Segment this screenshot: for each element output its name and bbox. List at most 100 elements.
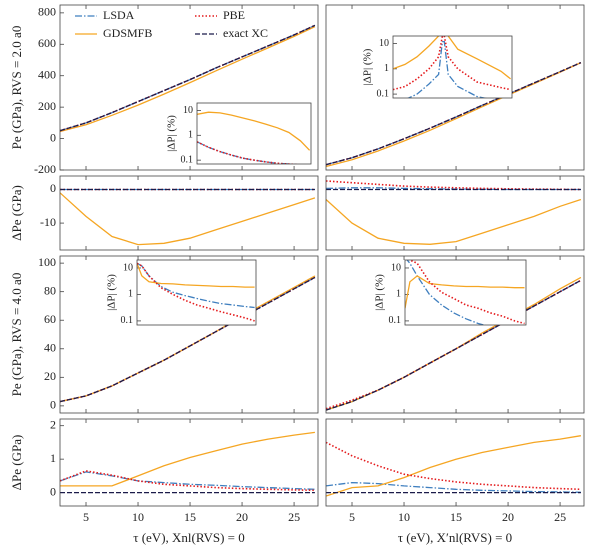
axes-frame [59, 175, 319, 251]
legend-label: PBE [223, 8, 245, 22]
inset-background [405, 260, 526, 325]
lines [326, 276, 582, 411]
lines [197, 111, 311, 164]
series-line [326, 279, 582, 411]
y-tick-label: 400 [38, 67, 56, 81]
panel: -10 0 ΔPe (GPa) [9, 175, 319, 251]
series-line [326, 481, 581, 493]
y-axis-label: Pe (GPa), RVS = 4.0 a0 [9, 273, 24, 397]
inset: 0.1 1 10 |ΔP| (%) [374, 259, 527, 326]
lines [326, 61, 582, 168]
series-line [393, 36, 511, 91]
series-line [137, 262, 255, 309]
x-tick-label: 20 [236, 510, 248, 524]
series-line [197, 141, 301, 164]
y-tick-label: 10 [183, 105, 193, 116]
legend-label: LSDA [103, 8, 135, 22]
lines [60, 275, 316, 403]
y-tick-label: 100 [38, 255, 56, 269]
axes-frame [404, 259, 527, 326]
y-tick-label: 0.1 [121, 315, 134, 326]
axes-frame [392, 35, 513, 99]
y-tick-label: 80 [44, 283, 56, 297]
y-tick-label: 10 [391, 262, 401, 273]
y-tick-label: 0 [50, 130, 56, 144]
x-tick-label: 25 [288, 510, 300, 524]
series-line [326, 180, 581, 191]
y-tick-label: -10 [40, 215, 56, 229]
series-line [60, 26, 316, 133]
y-tick-label: 0.1 [377, 88, 390, 99]
x-tick-label: 10 [132, 510, 144, 524]
series-line [408, 260, 525, 325]
lines [60, 431, 315, 494]
series-line [326, 441, 581, 491]
y-tick-label: 0 [50, 484, 56, 498]
panel: 5 10 15 20 25 τ (eV), X′nl(RVS) = 0 [325, 418, 585, 545]
x-tick-label: 20 [502, 510, 514, 524]
y-axis-label: |ΔP| (%) [106, 274, 118, 311]
lines [60, 188, 316, 246]
y-tick-label: 1 [396, 289, 401, 300]
axes-frame [325, 175, 585, 251]
axes-frame [325, 418, 585, 507]
lines [326, 435, 582, 497]
axes-frame [59, 418, 319, 507]
x-tick-label: 15 [184, 510, 196, 524]
inset-background [137, 260, 256, 325]
lines [393, 36, 512, 98]
lines [60, 24, 316, 133]
axes-frame [59, 4, 319, 171]
y-tick-label: 10 [123, 262, 133, 273]
axes-frame [136, 259, 257, 326]
axes-frame [325, 255, 585, 414]
inset: 0.1 1 10 |ΔP| (%) [166, 102, 312, 165]
y-tick-label: 800 [38, 5, 56, 19]
panel: 0 20 40 60 80 100 Pe (GPa), RVS = 4.0 a0 [9, 255, 319, 414]
series-line [326, 198, 582, 245]
y-tick-label: 1 [50, 451, 56, 465]
series-line [326, 62, 582, 166]
y-tick-label: 10 [379, 38, 389, 49]
panel [325, 4, 585, 171]
x-tick-label: 5 [83, 510, 89, 524]
x-tick-label: 25 [554, 510, 566, 524]
inset: 0.1 1 10 |ΔP| (%) [106, 259, 257, 326]
lines [137, 262, 255, 322]
y-tick-label: 2 [50, 417, 56, 431]
series-line [326, 435, 582, 497]
y-axis-label: |ΔP| (%) [374, 274, 386, 311]
series-line [406, 260, 487, 325]
x-tick-label: 15 [450, 510, 462, 524]
y-axis-label: |ΔP| (%) [166, 115, 178, 152]
series-line [326, 62, 582, 166]
panel: -200 0 200 400 600 800 Pe (GPa), RVS = 2.0 a0 L… [9, 4, 319, 176]
series-line [60, 276, 316, 403]
axes-frame [59, 255, 319, 414]
axes-frame [196, 102, 312, 165]
legend-label: exact XC [223, 26, 268, 40]
y-axis-label: Pe (GPa), RVS = 2.0 a0 [9, 26, 24, 150]
panel [325, 175, 585, 251]
y-axis-label: ΔPe (GPa) [9, 185, 24, 241]
y-tick-label: 200 [38, 99, 56, 113]
series-line [60, 471, 315, 490]
y-tick-label: 0.1 [389, 315, 402, 326]
series-line [197, 111, 311, 151]
series-line [60, 470, 315, 492]
panel: 5 10 15 20 25 τ (eV), Xnl(RVS) = 0 0 1 2 ΔPe (GPa… [9, 417, 319, 545]
y-tick-label: -200 [34, 162, 56, 176]
y-tick-label: 1 [128, 289, 133, 300]
inset: 0.1 1 10 |ΔP| (%) [362, 35, 513, 99]
y-tick-label: 60 [44, 312, 56, 326]
y-tick-label: 0 [50, 398, 56, 412]
series-line [405, 275, 525, 309]
y-tick-label: 20 [44, 369, 56, 383]
lines [405, 260, 525, 325]
axes-frame [325, 4, 585, 171]
y-axis-label: ΔPe (GPa) [9, 435, 24, 491]
lines [326, 180, 582, 245]
legend-label: GDSMFB [103, 26, 152, 40]
series-line [393, 36, 512, 80]
series-line [60, 192, 316, 246]
